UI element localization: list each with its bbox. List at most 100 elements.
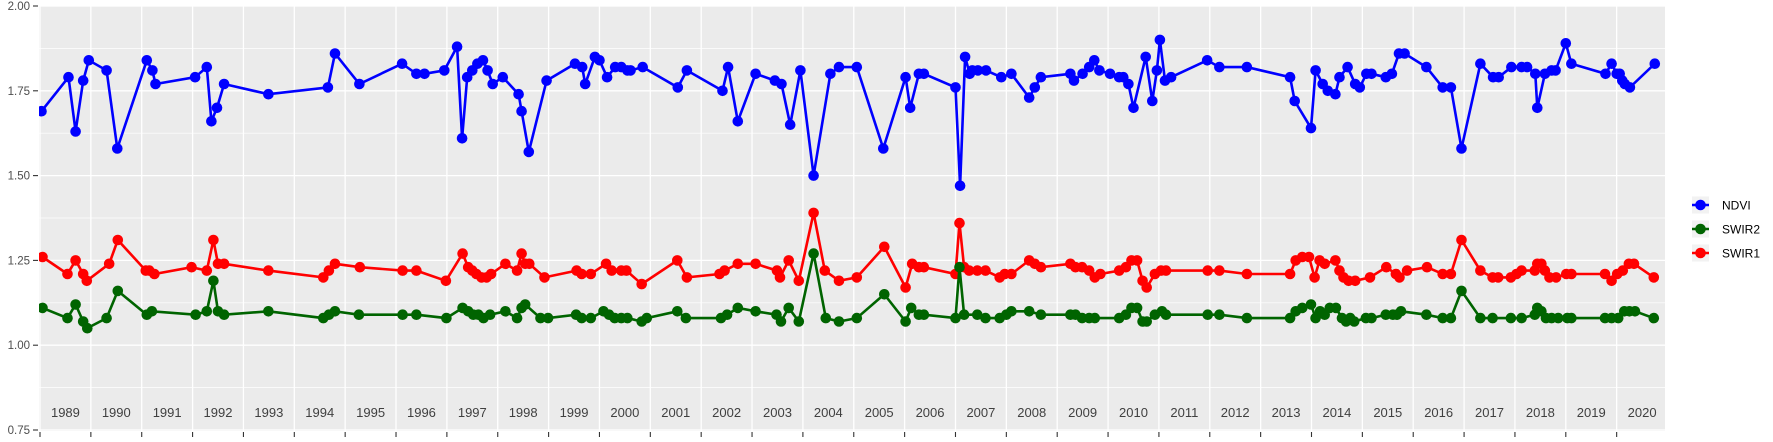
data-point-NDVI	[851, 61, 863, 73]
data-point-NDVI	[1566, 58, 1577, 69]
data-point-SWIR1	[1492, 272, 1504, 283]
data-point-NDVI	[980, 65, 992, 76]
data-point-SWIR2	[329, 306, 341, 317]
data-point-SWIR2	[1437, 312, 1448, 324]
data-point-NDVI	[411, 68, 422, 80]
data-point-NDVI	[1506, 61, 1517, 73]
data-point-SWIR1	[1349, 275, 1361, 287]
data-point-NDVI	[1089, 55, 1100, 66]
data-point-NDVI	[1530, 68, 1541, 80]
data-point-SWIR2	[1131, 302, 1143, 314]
data-point-NDVI	[482, 65, 493, 76]
x-axis-label: 1993	[254, 405, 283, 420]
data-point-SWIR1	[1160, 265, 1172, 276]
data-point-NDVI	[211, 102, 223, 114]
data-point-SWIR1	[1035, 261, 1047, 273]
data-point-NDVI	[487, 78, 499, 90]
data-point-SWIR2	[1552, 312, 1564, 324]
data-point-NDVI	[1029, 82, 1041, 93]
data-point-SWIR2	[900, 316, 911, 327]
data-point-NDVI	[1532, 102, 1543, 114]
data-point-NDVI	[1035, 71, 1047, 83]
x-axis-label: 2006	[916, 405, 945, 420]
data-point-NDVI	[523, 146, 535, 158]
data-point-SWIR2	[750, 306, 761, 317]
data-point-SWIR2	[146, 306, 158, 317]
data-point-NDVI	[1068, 75, 1080, 86]
data-point-NDVI	[513, 88, 524, 100]
data-point-NDVI	[112, 143, 123, 154]
data-point-SWIR2	[833, 316, 845, 327]
data-point-NDVI	[808, 170, 819, 181]
y-axis-label: 1.75	[8, 86, 30, 98]
data-point-SWIR1	[636, 278, 647, 290]
data-point-SWIR2	[1202, 309, 1213, 321]
data-point-NDVI	[141, 55, 153, 66]
data-point-NDVI	[1386, 68, 1398, 80]
x-axis-label: 2017	[1475, 405, 1504, 420]
data-point-SWIR1	[672, 255, 683, 266]
data-point-SWIR2	[1023, 306, 1035, 317]
legend-entry-SWIR1: SWIR1	[1692, 244, 1760, 262]
data-point-NDVI	[1128, 102, 1139, 114]
data-point-NDVI	[1649, 58, 1661, 69]
data-point-SWIR1	[1095, 268, 1106, 280]
data-point-SWIR1	[750, 258, 761, 270]
x-axis-label: 2016	[1424, 405, 1453, 420]
data-point-NDVI	[77, 75, 89, 86]
x-axis-label: 2009	[1068, 405, 1097, 420]
data-point-SWIR1	[149, 268, 160, 280]
data-point-SWIR2	[808, 248, 819, 259]
data-point-SWIR1	[1214, 265, 1225, 276]
data-point-NDVI	[218, 78, 230, 90]
data-point-SWIR2	[1006, 306, 1017, 317]
data-point-NDVI	[1023, 92, 1035, 103]
data-point-NDVI	[1456, 143, 1467, 154]
data-point-SWIR1	[1516, 265, 1527, 276]
data-point-NDVI	[497, 71, 509, 83]
data-point-NDVI	[1342, 61, 1353, 73]
x-axis-label: 1996	[407, 405, 436, 420]
x-axis-label: 2001	[661, 405, 690, 420]
data-point-SWIR2	[1516, 312, 1527, 324]
data-point-SWIR2	[1141, 316, 1152, 327]
data-point-SWIR2	[82, 322, 93, 334]
data-point-SWIR1	[103, 258, 115, 270]
data-point-SWIR1	[1241, 268, 1253, 280]
data-point-SWIR1	[879, 241, 890, 253]
data-point-SWIR1	[1628, 258, 1640, 270]
data-point-NDVI	[950, 82, 961, 93]
data-point-SWIR2	[721, 309, 733, 321]
data-point-NDVI	[70, 126, 81, 137]
data-point-NDVI	[1077, 68, 1088, 80]
data-point-SWIR2	[851, 312, 863, 324]
data-point-NDVI	[1493, 71, 1504, 83]
data-point-SWIR2	[680, 312, 692, 324]
data-point-SWIR1	[1202, 265, 1213, 276]
x-axis-label: 2015	[1373, 405, 1402, 420]
data-point-NDVI	[1284, 71, 1296, 83]
x-axis-label: 2014	[1322, 405, 1351, 420]
plot-panel	[39, 6, 1665, 431]
data-point-SWIR2	[190, 309, 201, 321]
data-point-SWIR1	[81, 275, 93, 287]
data-point-NDVI	[439, 65, 450, 76]
series-SWIR1	[39, 207, 1660, 293]
data-point-NDVI	[1006, 68, 1017, 80]
x-axis-label: 2011	[1170, 405, 1198, 420]
data-point-SWIR1	[1648, 272, 1660, 283]
data-point-SWIR2	[1505, 312, 1517, 324]
data-point-SWIR2	[576, 312, 587, 324]
data-point-SWIR1	[1401, 265, 1413, 276]
y-axis-label: 1.50	[8, 171, 30, 183]
data-point-NDVI	[717, 85, 728, 97]
data-point-SWIR1	[208, 234, 219, 246]
data-point-SWIR1	[954, 217, 965, 229]
data-point-SWIR2	[1612, 312, 1624, 324]
x-axis-label: 1992	[204, 405, 233, 420]
y-axis-label: 0.75	[8, 425, 30, 437]
data-point-NDVI	[1600, 68, 1611, 80]
data-point-SWIR2	[201, 306, 213, 317]
legend: NDVI SWIR2 SWIR1	[1692, 196, 1760, 262]
data-point-NDVI	[1366, 68, 1377, 80]
